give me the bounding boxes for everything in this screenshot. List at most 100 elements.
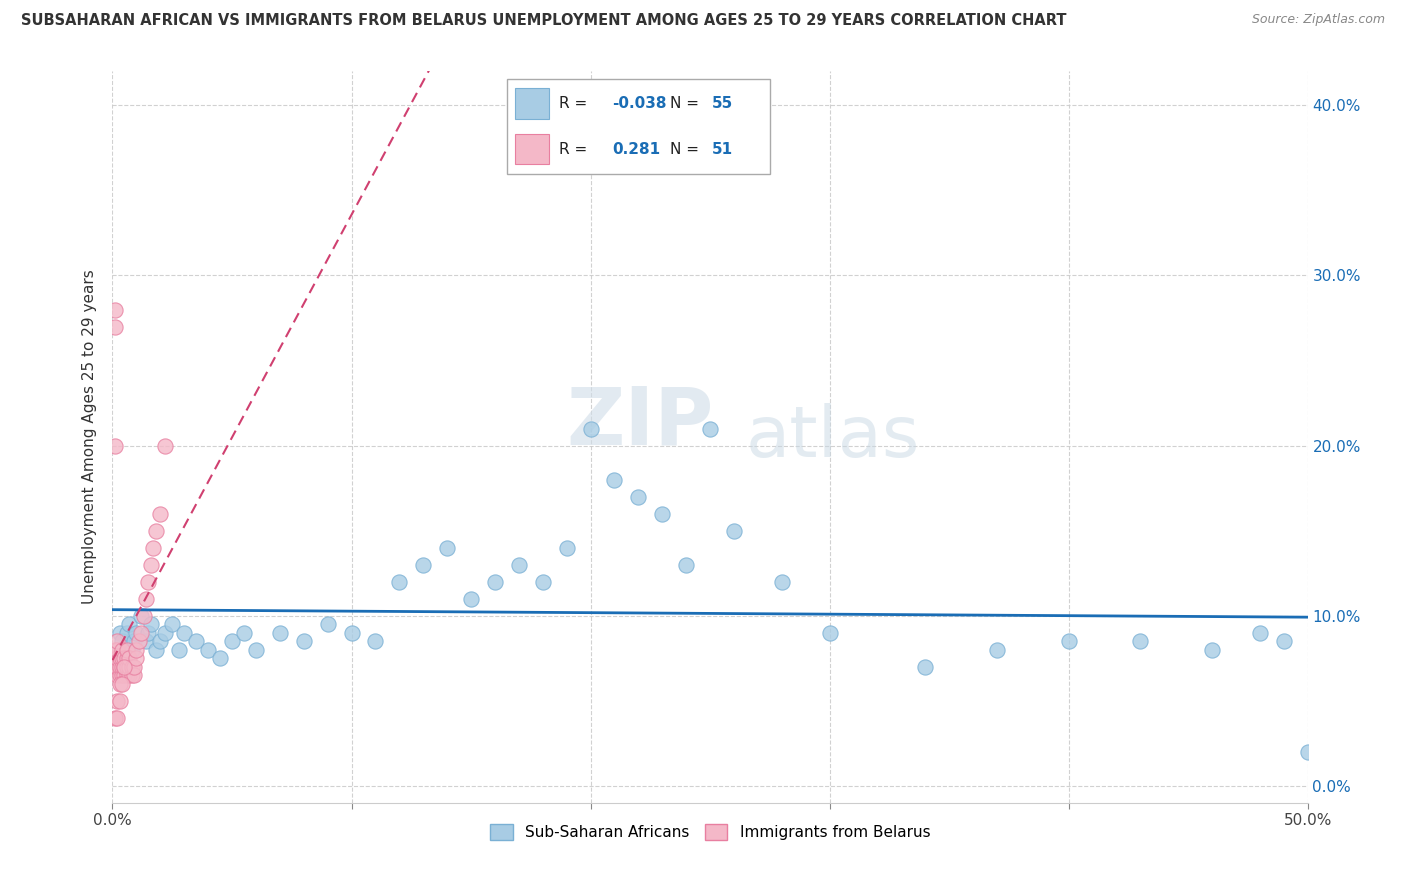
Point: [111, 668, 134, 682]
Point: [197, 642, 219, 657]
Point: [162, 617, 183, 632]
Point: [104, 659, 127, 673]
Point: [129, 625, 152, 640]
Point: [105, 642, 128, 657]
Point: [1057, 634, 1080, 648]
Point: [108, 625, 131, 640]
Point: [986, 642, 1008, 657]
Point: [114, 668, 135, 682]
Point: [114, 651, 135, 665]
Text: Source: ZipAtlas.com: Source: ZipAtlas.com: [1251, 13, 1385, 27]
Point: [104, 642, 127, 657]
Point: [139, 617, 162, 632]
Point: [173, 625, 195, 640]
Point: [104, 651, 127, 665]
Point: [245, 642, 267, 657]
Point: [340, 625, 363, 640]
Point: [128, 634, 150, 648]
Text: ZIP: ZIP: [567, 384, 714, 461]
Point: [153, 625, 176, 640]
Point: [1249, 625, 1271, 640]
Point: [169, 642, 191, 657]
Point: [111, 677, 134, 691]
Point: [111, 659, 134, 673]
Point: [914, 659, 936, 673]
Point: [125, 642, 148, 657]
Point: [125, 625, 148, 640]
Point: [145, 642, 167, 657]
Point: [138, 625, 160, 640]
Point: [1201, 642, 1223, 657]
Point: [118, 659, 141, 673]
Point: [121, 659, 143, 673]
Point: [484, 574, 506, 589]
Point: [105, 634, 128, 648]
Point: [129, 608, 152, 623]
Point: [818, 625, 841, 640]
Point: [221, 634, 243, 648]
Point: [108, 668, 131, 682]
Point: [104, 439, 127, 453]
Point: [122, 659, 145, 673]
Point: [115, 642, 138, 657]
Text: atlas: atlas: [747, 402, 921, 472]
Point: [118, 668, 141, 682]
Point: [1272, 634, 1295, 648]
Point: [531, 574, 554, 589]
Point: [153, 439, 176, 453]
Point: [627, 490, 650, 504]
Point: [114, 651, 135, 665]
Point: [115, 659, 138, 673]
Point: [145, 524, 167, 538]
Point: [105, 668, 128, 682]
Point: [125, 651, 148, 665]
Point: [233, 625, 256, 640]
Point: [135, 591, 157, 606]
Point: [105, 642, 128, 657]
Point: [104, 302, 127, 317]
Point: [579, 421, 602, 435]
Point: [388, 574, 411, 589]
Point: [149, 507, 172, 521]
Point: [460, 591, 482, 606]
Point: [135, 634, 157, 648]
Point: [142, 541, 165, 555]
Point: [105, 711, 128, 725]
Text: SUBSAHARAN AFRICAN VS IMMIGRANTS FROM BELARUS UNEMPLOYMENT AMONG AGES 25 TO 29 Y: SUBSAHARAN AFRICAN VS IMMIGRANTS FROM BE…: [21, 13, 1067, 29]
Point: [138, 574, 160, 589]
Point: [105, 694, 128, 708]
Point: [115, 625, 138, 640]
Point: [108, 659, 131, 673]
Point: [269, 625, 291, 640]
Point: [412, 558, 434, 572]
Point: [651, 507, 673, 521]
Point: [436, 541, 458, 555]
Point: [122, 634, 145, 648]
Point: [186, 634, 208, 648]
Point: [603, 473, 626, 487]
Point: [111, 634, 134, 648]
Point: [132, 608, 155, 623]
Point: [114, 659, 135, 673]
Point: [108, 694, 131, 708]
Point: [111, 651, 134, 665]
Point: [121, 668, 143, 682]
Point: [149, 634, 172, 648]
Point: [108, 677, 131, 691]
Point: [675, 558, 697, 572]
Point: [118, 651, 141, 665]
Point: [699, 421, 721, 435]
Point: [1296, 745, 1319, 759]
Point: [139, 558, 162, 572]
Point: [508, 558, 530, 572]
Y-axis label: Unemployment Among Ages 25 to 29 years: Unemployment Among Ages 25 to 29 years: [82, 269, 97, 605]
Point: [364, 634, 387, 648]
Legend: Sub-Saharan Africans, Immigrants from Belarus: Sub-Saharan Africans, Immigrants from Be…: [484, 818, 936, 847]
Point: [121, 642, 143, 657]
Point: [114, 659, 135, 673]
Point: [104, 319, 127, 334]
Point: [115, 651, 138, 665]
Point: [555, 541, 578, 555]
Point: [105, 651, 128, 665]
Point: [104, 711, 127, 725]
